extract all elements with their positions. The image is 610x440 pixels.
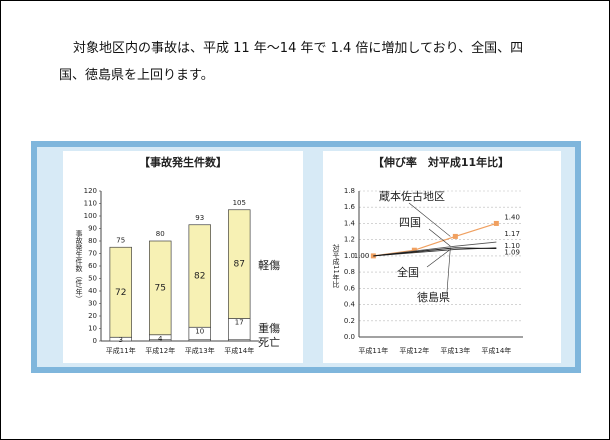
y-tick-label: 0.0 <box>344 333 355 341</box>
line <box>373 247 497 257</box>
callout <box>408 202 451 237</box>
x-tick-label: 平成12年 <box>145 346 175 355</box>
legend-label: 死亡 <box>258 335 280 349</box>
text-line: 対象地区内の事故は、平成 11 年～14 年で 1.4 倍に増加しており、全国、… <box>73 41 524 56</box>
x-tick-label: 平成11年 <box>106 346 136 355</box>
data-label: 1.40 <box>504 213 520 221</box>
data-label: 1.09 <box>504 249 520 257</box>
bar-segment <box>228 209 251 319</box>
x-tick-label: 平成11年 <box>358 346 388 355</box>
total-label: 80 <box>156 230 165 238</box>
y-tick-label: 70 <box>88 250 97 258</box>
y-tick-label: 0 <box>93 337 97 345</box>
y-tick-label: 60 <box>88 262 97 270</box>
y-tick-label: 30 <box>88 300 97 308</box>
chart-panel <box>63 151 303 363</box>
series-name: 四国 <box>399 216 421 229</box>
y-tick-label: 100 <box>84 212 97 220</box>
x-tick-label: 平成14年 <box>224 346 254 355</box>
data-label: 75 <box>155 283 166 293</box>
series-name: 蔵本佐古地区 <box>379 189 445 203</box>
data-label: 3 <box>119 336 123 344</box>
legend-label: 軽傷 <box>258 258 280 272</box>
y-tick-label: 1.4 <box>344 219 356 227</box>
y-tick-label: 40 <box>88 287 97 295</box>
total-label: 93 <box>195 214 204 222</box>
chart-panel <box>323 151 561 363</box>
bar-segment <box>109 246 132 338</box>
data-label: 10 <box>195 327 204 335</box>
total-label: 75 <box>116 236 125 244</box>
y-tick-label: 1.2 <box>344 236 355 244</box>
data-label: 82 <box>194 272 205 282</box>
y-tick-label: 0.4 <box>344 301 356 309</box>
data-label: 72 <box>115 288 126 298</box>
y-tick-label: 1.8 <box>344 187 355 195</box>
bar-segment <box>149 240 172 336</box>
y-tick-label: 1.6 <box>344 203 356 211</box>
data-label: 1.00 <box>354 252 370 260</box>
x-tick-label: 平成12年 <box>399 346 429 355</box>
bar-segment <box>188 224 211 328</box>
y-axis-title: 対平成11年比 <box>332 243 340 289</box>
data-label: 87 <box>234 260 245 270</box>
y-tick-label: 1.0 <box>344 252 355 260</box>
data-label: 1.17 <box>504 230 520 238</box>
y-axis-title: 事故発生件数（件/年） <box>75 229 83 302</box>
data-label: 1.10 <box>504 242 520 250</box>
y-tick-label: 0.6 <box>344 284 356 292</box>
x-tick-label: 平成14年 <box>481 346 511 355</box>
text-line: 国、徳島県を上回ります。 <box>59 68 214 83</box>
data-label: 17 <box>235 319 244 327</box>
y-tick-label: 80 <box>88 237 97 245</box>
total-label: 105 <box>233 199 246 207</box>
paragraph: 対象地区内の事故は、平成 11 年～14 年で 1.4 倍に増加しており、全国、… <box>59 35 523 89</box>
callout <box>428 228 451 247</box>
y-tick-label: 110 <box>84 200 97 208</box>
callout <box>446 247 451 293</box>
y-tick-label: 120 <box>84 187 97 195</box>
y-tick-label: 0.8 <box>344 268 355 276</box>
y-tick-label: 50 <box>88 275 97 283</box>
chart-title: 【伸び率 対平成11年比】 <box>373 155 509 169</box>
marker <box>411 247 417 253</box>
y-tick-label: 20 <box>88 312 97 320</box>
legend-label: 重傷 <box>258 321 280 335</box>
y-tick-label: 0.2 <box>344 317 355 325</box>
x-tick-label: 平成13年 <box>185 346 215 355</box>
marker <box>493 220 499 226</box>
marker <box>452 233 458 239</box>
chart-title: 【事故発生件数】 <box>139 155 227 169</box>
series-name: 徳島県 <box>417 290 450 304</box>
data-label: 4 <box>158 335 163 343</box>
callout <box>426 249 451 268</box>
series-name: 全国 <box>397 265 419 279</box>
x-tick-label: 平成13年 <box>440 346 470 355</box>
y-tick-label: 90 <box>88 225 97 233</box>
y-tick-label: 10 <box>88 325 97 333</box>
